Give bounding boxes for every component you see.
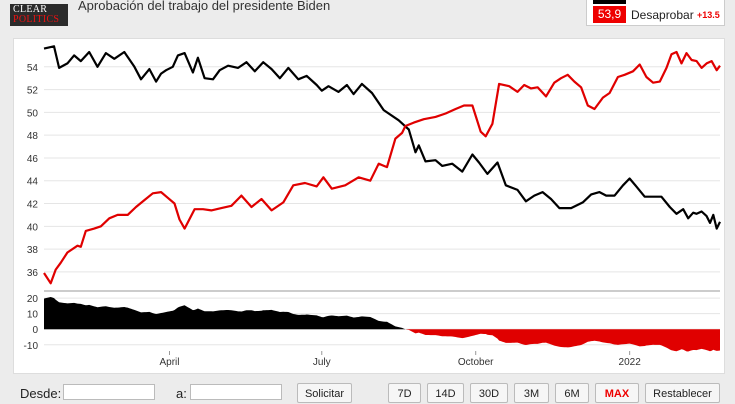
x-tick-label: October bbox=[458, 357, 494, 368]
to-label: a: bbox=[176, 386, 187, 401]
x-tick-label: July bbox=[313, 357, 331, 368]
y-tick-label: 44 bbox=[27, 177, 39, 188]
y-tick-label: 36 bbox=[27, 268, 39, 279]
spread-y-tick-label: -10 bbox=[24, 341, 39, 352]
x-tick-label: April bbox=[159, 357, 179, 368]
logo-line-2: POLITICS bbox=[13, 14, 60, 25]
y-tick-label: 52 bbox=[27, 86, 39, 97]
range-30d-button[interactable]: 30D bbox=[470, 383, 508, 403]
legend-disapprove-value: 53,9 bbox=[593, 6, 626, 23]
legend-disapprove-label: Desaprobar bbox=[631, 8, 694, 22]
spread-y-tick-label: 20 bbox=[27, 294, 39, 305]
range-7d-button[interactable]: 7D bbox=[388, 383, 421, 403]
site-logo[interactable]: CLEAR POLITICS bbox=[10, 4, 68, 26]
chart-svg[interactable]: 54 52 50 48 46 44 42 40 38 36 20 10 0 -10 April July Oct… bbox=[14, 39, 726, 375]
from-label: Desde: bbox=[20, 386, 62, 401]
range-3m-button[interactable]: 3M bbox=[514, 383, 549, 403]
chart-title: Aprobación del trabajo del presidente Bi… bbox=[78, 0, 331, 13]
y-tick-label: 40 bbox=[27, 222, 39, 233]
top-bar: CLEAR POLITICS Aprobación del trabajo de… bbox=[0, 0, 735, 36]
legend-box: 53,9 Desaprobar +13.5 bbox=[586, 0, 725, 26]
range-max-button[interactable]: MAX bbox=[595, 383, 639, 403]
reset-button[interactable]: Restablecer bbox=[645, 383, 720, 403]
date-controls: Desde: a: Solicitar 7D 14D 30D 3M 6M MAX… bbox=[0, 378, 735, 403]
submit-button[interactable]: Solicitar bbox=[297, 383, 352, 403]
spread-area-approve bbox=[44, 296, 720, 330]
x-tick-label: 2022 bbox=[619, 357, 642, 368]
range-14d-button[interactable]: 14D bbox=[427, 383, 464, 403]
y-tick-label: 48 bbox=[27, 131, 39, 142]
spread-y-tick-label: 10 bbox=[27, 310, 39, 321]
legend-spread: +13.5 bbox=[697, 10, 720, 20]
chart-container: 54 52 50 48 46 44 42 40 38 36 20 10 0 -10 April July Oct… bbox=[13, 38, 725, 374]
spread-area-disapprove bbox=[44, 329, 720, 352]
spread-y-tick-label: 0 bbox=[32, 325, 38, 336]
legend-approve-swatch bbox=[593, 0, 626, 4]
range-6m-button[interactable]: 6M bbox=[555, 383, 589, 403]
series-line-disapprove bbox=[43, 50, 721, 285]
logo-line-1: CLEAR bbox=[13, 4, 48, 15]
y-tick-label: 54 bbox=[27, 63, 39, 74]
y-tick-label: 42 bbox=[27, 200, 39, 211]
from-date-input[interactable] bbox=[63, 384, 155, 400]
series-line-approve bbox=[43, 45, 721, 230]
to-date-input[interactable] bbox=[190, 384, 282, 400]
y-tick-label: 38 bbox=[27, 245, 39, 256]
y-tick-label: 50 bbox=[27, 108, 39, 119]
y-tick-label: 46 bbox=[27, 154, 39, 165]
